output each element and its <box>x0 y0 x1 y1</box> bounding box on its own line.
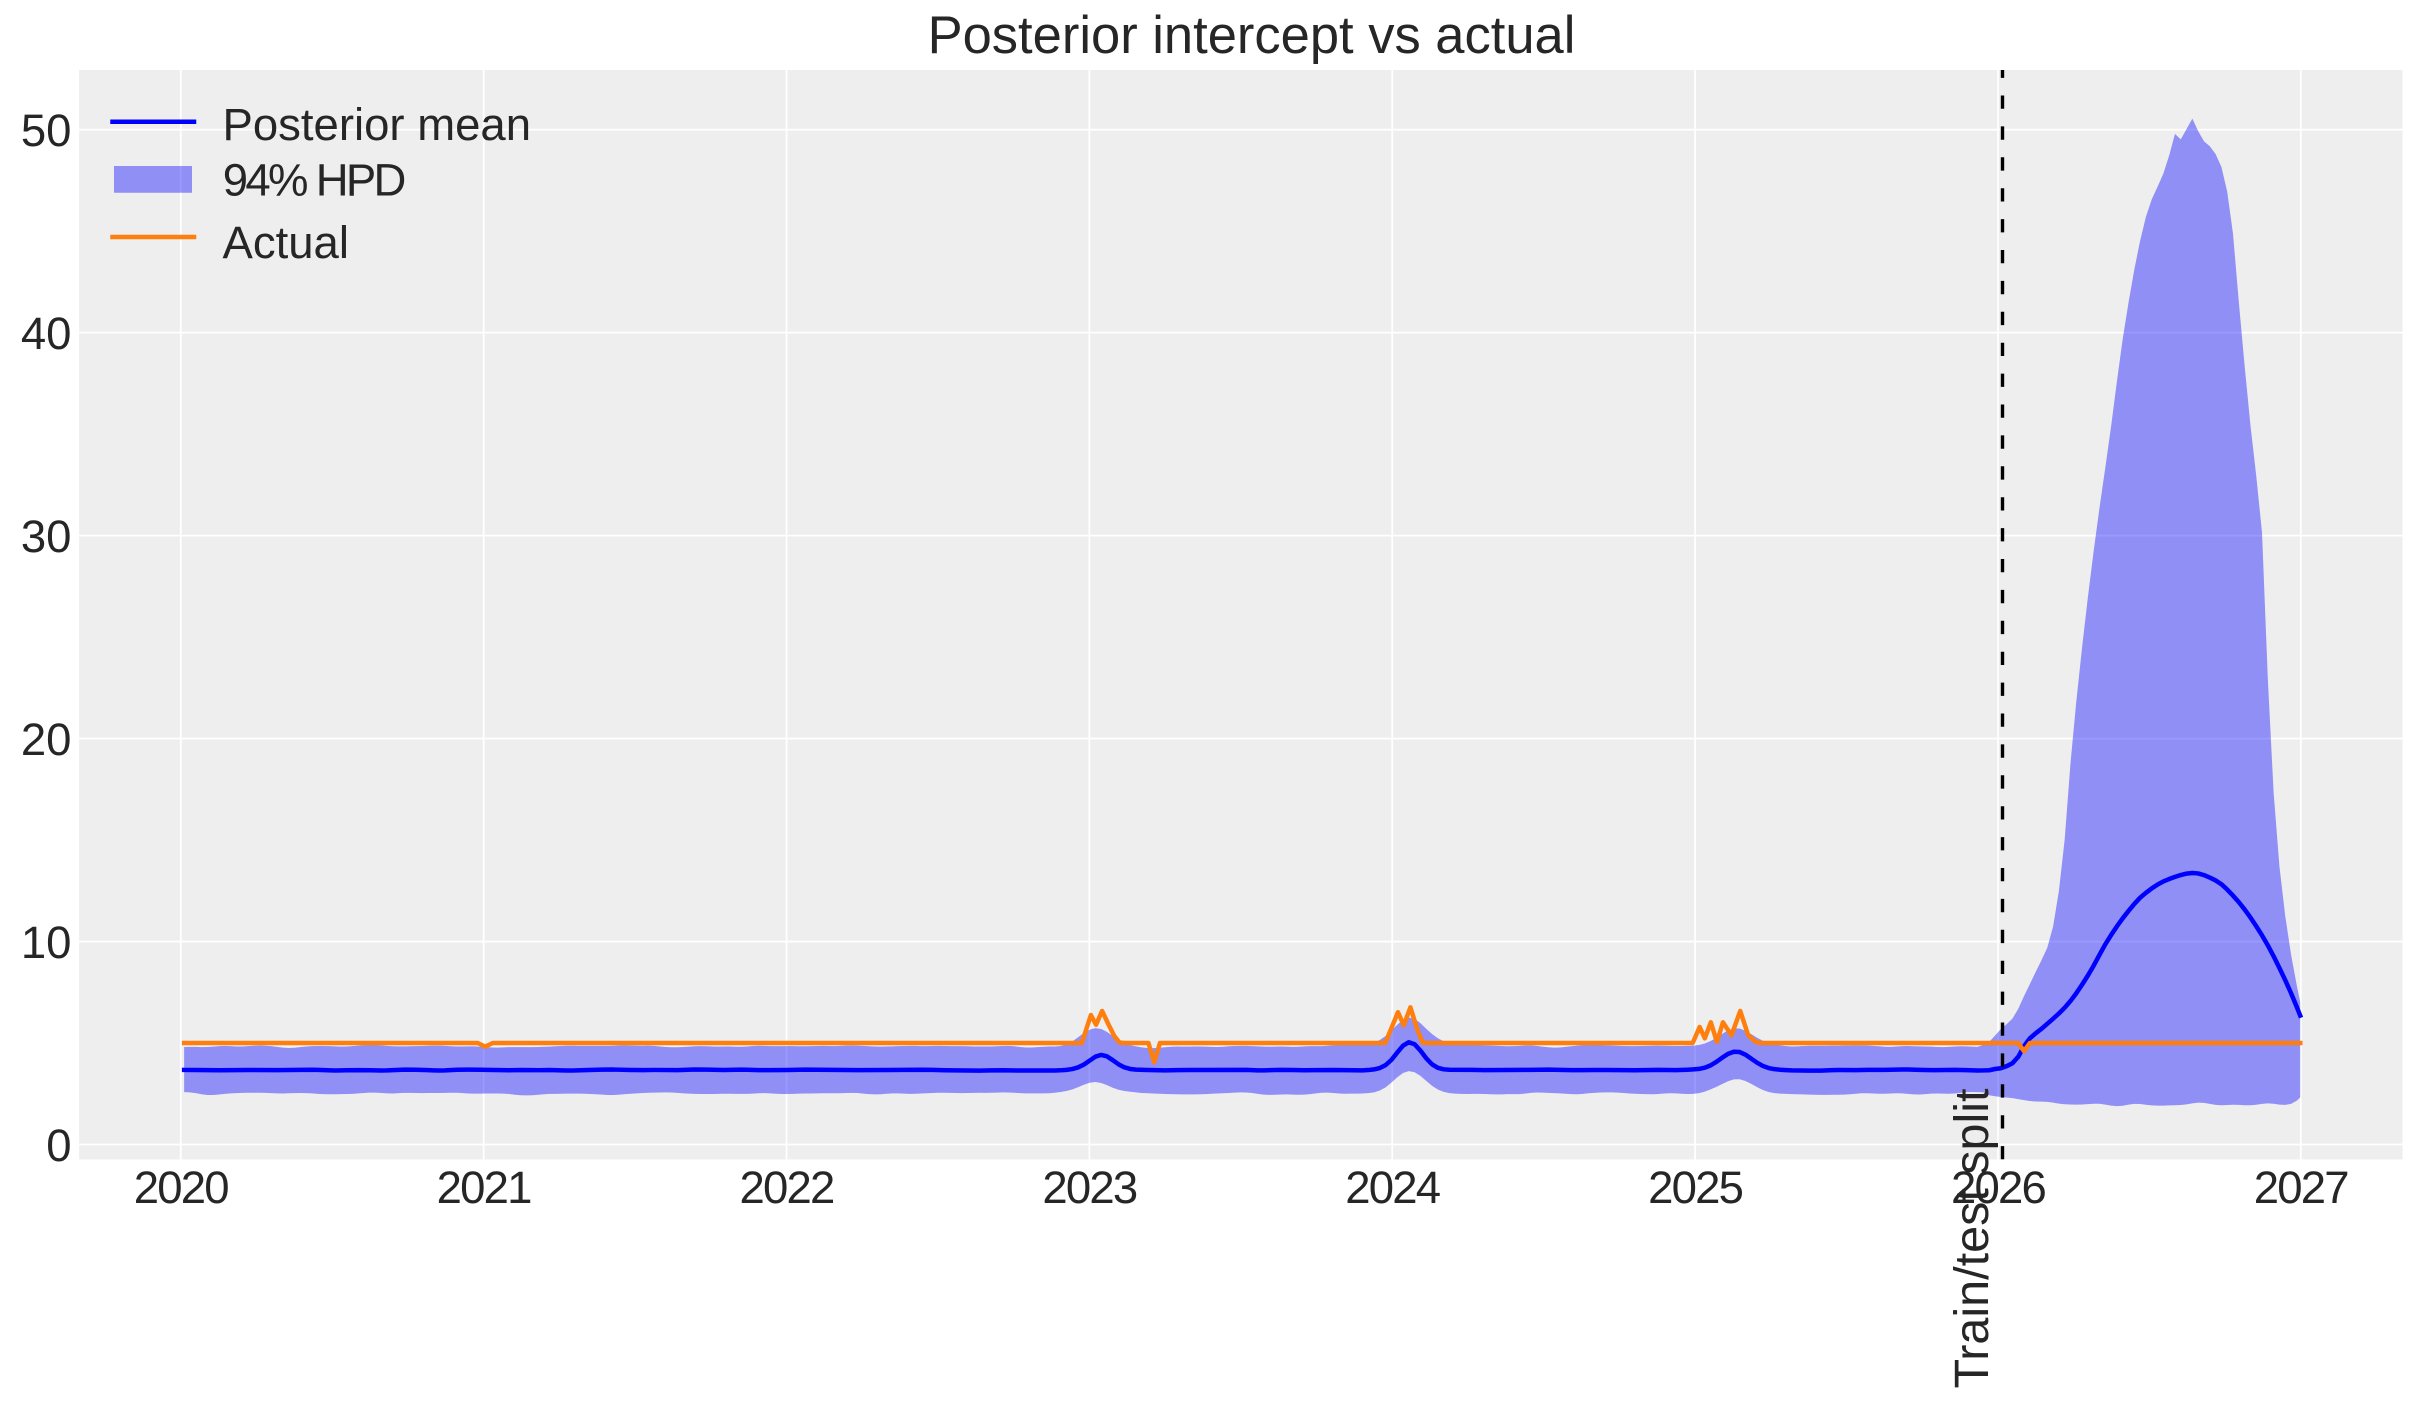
svg-text:20: 20 <box>21 714 72 765</box>
svg-text:2024: 2024 <box>1345 1162 1440 1213</box>
svg-text:94% HPD: 94% HPD <box>223 155 405 206</box>
svg-text:Actual: Actual <box>223 217 349 268</box>
svg-text:2020: 2020 <box>134 1162 229 1213</box>
svg-text:2021: 2021 <box>437 1162 532 1213</box>
svg-text:Posterior mean: Posterior mean <box>223 99 532 150</box>
svg-text:2022: 2022 <box>740 1162 835 1213</box>
svg-text:2026: 2026 <box>1951 1162 2046 1213</box>
svg-text:10: 10 <box>21 917 72 968</box>
svg-text:40: 40 <box>21 308 72 359</box>
svg-text:30: 30 <box>21 511 72 562</box>
svg-text:0: 0 <box>46 1120 71 1171</box>
svg-text:Train/test split: Train/test split <box>1945 1088 1999 1389</box>
svg-text:Posterior intercept vs actual: Posterior intercept vs actual <box>928 6 1576 65</box>
svg-text:2023: 2023 <box>1042 1162 1137 1213</box>
svg-text:2025: 2025 <box>1648 1162 1743 1213</box>
svg-text:50: 50 <box>21 105 72 156</box>
svg-text:2027: 2027 <box>2254 1162 2349 1213</box>
